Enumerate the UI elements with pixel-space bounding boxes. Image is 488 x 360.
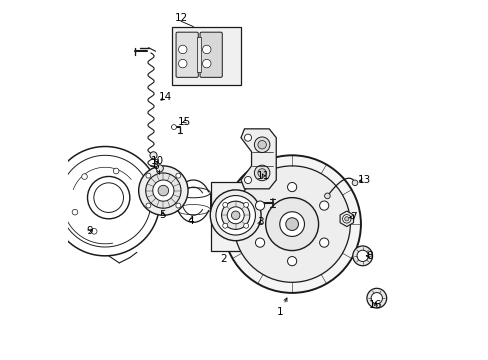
Circle shape bbox=[145, 173, 151, 178]
Text: 6: 6 bbox=[152, 161, 159, 174]
Circle shape bbox=[113, 168, 119, 174]
Circle shape bbox=[176, 203, 181, 208]
Text: 1: 1 bbox=[276, 298, 286, 317]
Circle shape bbox=[344, 217, 348, 221]
Circle shape bbox=[244, 176, 251, 184]
Circle shape bbox=[287, 257, 296, 266]
Circle shape bbox=[222, 223, 227, 228]
Polygon shape bbox=[339, 211, 353, 226]
Circle shape bbox=[243, 223, 248, 228]
Circle shape bbox=[158, 185, 168, 196]
Text: 15: 15 bbox=[178, 117, 191, 127]
Circle shape bbox=[139, 166, 188, 215]
Circle shape bbox=[210, 190, 261, 241]
Text: 8: 8 bbox=[366, 251, 372, 261]
Circle shape bbox=[145, 203, 151, 208]
Circle shape bbox=[202, 59, 210, 68]
Circle shape bbox=[223, 155, 360, 293]
Text: 16: 16 bbox=[368, 300, 382, 310]
Circle shape bbox=[152, 180, 174, 201]
Circle shape bbox=[257, 169, 266, 177]
Circle shape bbox=[87, 176, 130, 219]
Circle shape bbox=[171, 125, 176, 130]
Circle shape bbox=[279, 212, 304, 237]
Circle shape bbox=[265, 198, 318, 251]
Circle shape bbox=[352, 246, 372, 266]
FancyBboxPatch shape bbox=[197, 37, 201, 72]
Circle shape bbox=[319, 238, 328, 247]
Circle shape bbox=[244, 134, 251, 141]
Circle shape bbox=[366, 288, 386, 308]
Circle shape bbox=[351, 180, 357, 186]
Circle shape bbox=[319, 201, 328, 210]
Circle shape bbox=[72, 209, 78, 215]
Text: 2: 2 bbox=[220, 255, 226, 264]
Circle shape bbox=[156, 165, 163, 172]
Circle shape bbox=[257, 140, 266, 149]
Circle shape bbox=[81, 174, 87, 179]
Circle shape bbox=[356, 250, 367, 261]
Text: 4: 4 bbox=[187, 216, 194, 226]
Circle shape bbox=[91, 229, 97, 234]
FancyBboxPatch shape bbox=[210, 182, 276, 251]
Circle shape bbox=[150, 152, 157, 159]
Text: 12: 12 bbox=[174, 13, 187, 23]
Circle shape bbox=[202, 45, 210, 54]
FancyBboxPatch shape bbox=[200, 32, 222, 77]
Circle shape bbox=[178, 45, 186, 54]
Text: 5: 5 bbox=[159, 210, 165, 220]
Text: 13: 13 bbox=[357, 175, 370, 185]
Text: 11: 11 bbox=[257, 171, 270, 181]
Circle shape bbox=[145, 173, 181, 208]
Circle shape bbox=[342, 215, 350, 223]
Circle shape bbox=[178, 59, 186, 68]
FancyBboxPatch shape bbox=[176, 32, 198, 77]
Circle shape bbox=[221, 201, 249, 229]
Circle shape bbox=[287, 183, 296, 192]
Circle shape bbox=[254, 165, 269, 181]
Circle shape bbox=[233, 166, 349, 282]
Circle shape bbox=[285, 218, 298, 230]
Text: 14: 14 bbox=[158, 92, 171, 102]
Circle shape bbox=[222, 202, 227, 207]
FancyBboxPatch shape bbox=[172, 27, 241, 85]
Text: 3: 3 bbox=[257, 217, 263, 227]
Circle shape bbox=[255, 201, 264, 210]
Circle shape bbox=[243, 202, 248, 207]
Text: 7: 7 bbox=[349, 212, 356, 222]
Circle shape bbox=[216, 195, 255, 235]
Circle shape bbox=[227, 207, 244, 224]
Circle shape bbox=[370, 293, 382, 304]
Circle shape bbox=[255, 238, 264, 247]
Circle shape bbox=[176, 173, 181, 178]
Circle shape bbox=[254, 137, 269, 153]
Text: 10: 10 bbox=[150, 156, 163, 166]
Text: 9: 9 bbox=[86, 226, 92, 236]
Circle shape bbox=[231, 211, 240, 220]
Polygon shape bbox=[241, 129, 276, 189]
Circle shape bbox=[324, 193, 329, 199]
